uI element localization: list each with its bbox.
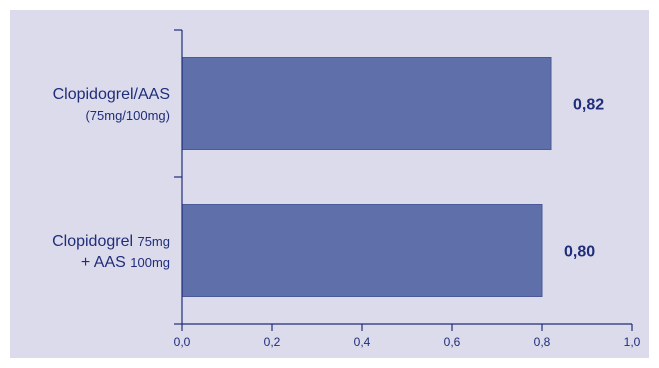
bar-1 — [181, 57, 552, 150]
category-label-text: 100mg — [130, 255, 170, 270]
category-label-text: Clopidogrel/AAS — [53, 86, 170, 103]
bar-2 — [181, 204, 543, 297]
category-label-text: Clopidogrel — [52, 233, 137, 250]
chart-panel: 0,82 Clopidogrel/AAS (75mg/100mg) 0,80 Clopi… — [10, 10, 649, 358]
category-label-text: (75mg/100mg) — [85, 108, 170, 123]
bar-chart: 0,82 Clopidogrel/AAS (75mg/100mg) 0,80 Clopi… — [52, 29, 641, 349]
x-tick-label: 0,2 — [264, 335, 281, 349]
category-label-2: Clopidogrel 75mg + AAS 100mg — [52, 233, 170, 271]
x-tick-label: 0,0 — [174, 335, 191, 349]
x-tick-label: 0,6 — [444, 335, 461, 349]
x-tick-label: 1,0 — [624, 335, 641, 349]
value-label-1: 0,82 — [573, 97, 604, 114]
x-tick-label: 0,4 — [354, 335, 371, 349]
value-label-2: 0,80 — [564, 244, 595, 261]
category-label-1: Clopidogrel/AAS (75mg/100mg) — [53, 86, 170, 123]
category-label-text: 75mg — [137, 234, 170, 249]
x-tick-label: 0,8 — [534, 335, 551, 349]
category-label-text: + AAS — [81, 254, 130, 271]
